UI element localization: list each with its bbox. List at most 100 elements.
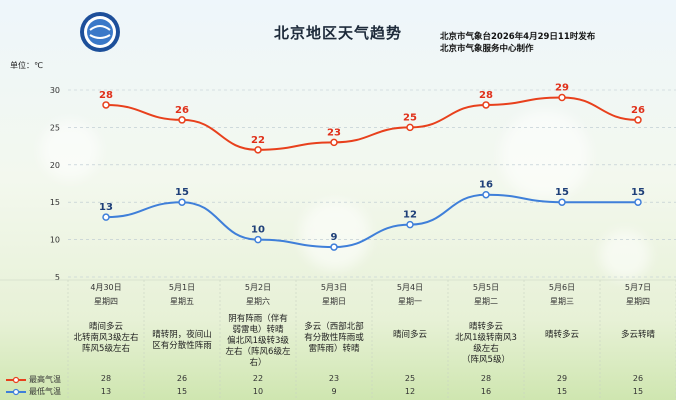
weather-line: 晴转多云 [544, 330, 579, 340]
weekday-label: 星期日 [322, 297, 346, 306]
data-point [178, 116, 186, 124]
low-temp-value: 16 [480, 387, 492, 396]
low-temp-value: 15 [632, 387, 644, 396]
data-label: 28 [99, 90, 113, 101]
y-tick-label: 30 [50, 86, 60, 95]
weather-description: 晴间多云 [373, 330, 447, 341]
series-line-low [105, 193, 638, 249]
legend-marker [12, 388, 20, 396]
weather-line: 区有分散性阵雨 [152, 341, 212, 351]
data-point [482, 190, 490, 199]
weather-line: （阵风5级） [462, 355, 510, 365]
data-point [254, 146, 262, 154]
page-title: 北京地区天气趋势 [273, 24, 402, 42]
legend-marker [12, 376, 20, 384]
low-temp-value: 12 [404, 387, 416, 396]
weather-line: 有分散性阵雨或 [304, 333, 364, 343]
weather-description: 晴转多云 北风1级转南风3 级左右 （阵风5级） [449, 322, 523, 366]
weekday-label: 星期一 [398, 297, 422, 306]
high-temp-value: 22 [252, 374, 264, 383]
data-label: 25 [403, 112, 417, 123]
data-point [254, 235, 262, 244]
issuer-info: 北京市气象台2026年4月29日11时发布 北京市气象服务中心制作 [440, 31, 595, 55]
data-point [558, 198, 566, 206]
low-temp-value: 15 [176, 387, 188, 396]
issuer-line-1: 北京市气象台2026年4月29日11时发布 [440, 32, 596, 42]
date-label: 5月5日 [472, 283, 500, 292]
weather-description: 阴有阵雨（伴有 弱雷电）转晴 偏北风1级转3级 左右（阵风6级左 右） [221, 314, 295, 369]
data-label: 9 [331, 232, 338, 243]
low-temp-value: 10 [252, 387, 264, 396]
y-tick-label: 25 [50, 123, 60, 132]
legend-label-low: 最低气温 [29, 387, 61, 396]
data-point [634, 116, 642, 124]
weather-line: 偏北风1级转3级 [227, 336, 289, 346]
weather-line: 北转南风3级左右 [73, 333, 139, 343]
high-temp-value: 26 [632, 374, 644, 383]
data-point [558, 93, 566, 102]
unit-label: 单位：℃ [10, 61, 43, 70]
high-temp-value: 25 [404, 374, 416, 383]
weather-line: 右） [249, 358, 267, 368]
low-temp-value: 13 [100, 387, 112, 396]
low-temp-value: 9 [331, 387, 337, 396]
data-point [406, 123, 414, 132]
data-point [102, 213, 110, 221]
date-label: 4月30日 [90, 283, 122, 292]
weather-line: 阴有阵雨（伴有 [228, 314, 288, 324]
weekday-label: 星期三 [550, 297, 574, 306]
weather-description: 晴转多云 [525, 330, 599, 341]
weather-line: 多云转晴 [620, 330, 655, 340]
weather-line: 级左右 [473, 344, 499, 354]
data-label: 22 [251, 135, 265, 146]
weekday-label: 星期五 [170, 297, 194, 306]
weather-line: 晴间多云 [88, 322, 123, 332]
weather-bureau-logo-icon [80, 12, 120, 52]
weather-line: 晴转多云 [468, 322, 503, 332]
low-temp-value: 15 [556, 387, 568, 396]
high-temp-value: 28 [480, 374, 492, 383]
weather-description: 多云转晴 [601, 330, 675, 341]
data-label: 28 [479, 90, 493, 101]
data-point [330, 243, 338, 251]
data-label: 29 [555, 82, 569, 93]
data-label: 26 [175, 105, 189, 116]
weather-line: 晴转阴，夜间山 [152, 330, 212, 340]
y-tick-label: 20 [50, 161, 60, 170]
weather-line: 北风1级转南风3 [455, 333, 517, 343]
date-label: 5月1日 [168, 283, 196, 292]
weather-line: 晴间多云 [392, 330, 427, 340]
high-temp-value: 23 [328, 374, 340, 383]
weather-line: 弱雷电）转晴 [232, 325, 284, 335]
date-label: 5月3日 [320, 283, 348, 292]
data-label: 23 [327, 127, 341, 138]
weather-line: 多云（西部北部 [304, 322, 364, 332]
weekday-label: 星期六 [246, 297, 270, 306]
weekday-label: 星期四 [94, 297, 118, 306]
y-tick-label: 10 [50, 236, 60, 245]
date-label: 5月2日 [244, 283, 272, 292]
data-point [178, 198, 186, 206]
weather-description: 晴转阴，夜间山 区有分散性阵雨 [145, 330, 219, 352]
data-point [634, 198, 642, 206]
weekday-label: 星期四 [626, 297, 650, 306]
data-label: 10 [251, 225, 265, 236]
weather-line: 雷阵雨）转晴 [308, 344, 360, 354]
data-point [406, 220, 414, 229]
data-label: 15 [175, 187, 189, 198]
data-label: 26 [631, 105, 645, 116]
series-line-high [105, 96, 639, 151]
data-label: 15 [555, 187, 569, 198]
issuer-line-2: 北京市气象服务中心制作 [440, 44, 534, 54]
weather-description: 晴间多云 北转南风3级左右 阵风5级左右 [69, 322, 143, 355]
high-temp-value: 28 [100, 374, 112, 383]
legend-label-high: 最高气温 [29, 375, 61, 384]
weather-line: 左右（阵风6级左 [225, 347, 291, 357]
date-label: 5月4日 [396, 283, 424, 292]
data-label: 16 [479, 180, 493, 191]
weather-line: 阵风5级左右 [82, 344, 130, 354]
high-temp-value: 26 [176, 374, 188, 383]
data-label: 13 [99, 202, 113, 213]
data-label: 12 [403, 210, 417, 221]
